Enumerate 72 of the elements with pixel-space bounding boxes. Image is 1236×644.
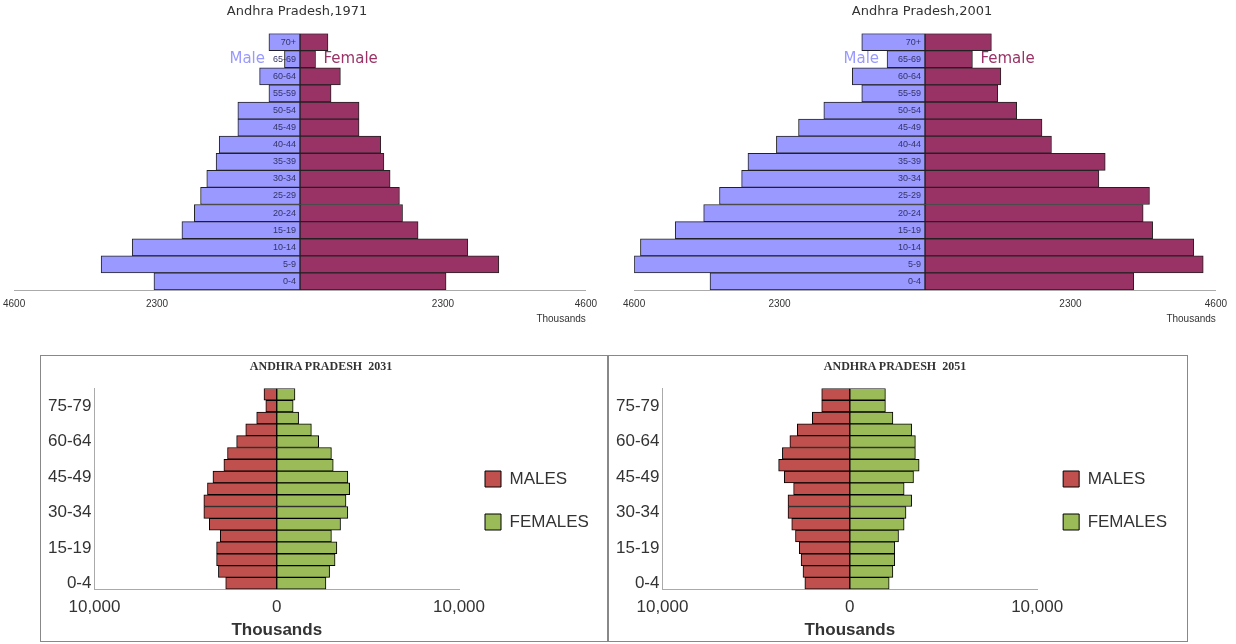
x-tick-label: 10,000 bbox=[1011, 597, 1064, 617]
chart-title: Andhra Pradesh,2001 bbox=[851, 3, 993, 19]
y-tick-label: 45-49 bbox=[272, 122, 296, 133]
x-axis-title: Thousands bbox=[536, 312, 586, 324]
y-tick-label: 45-49 bbox=[48, 466, 92, 486]
x-tick-label: 4600 bbox=[1204, 297, 1228, 309]
y-tick-label: 35-39 bbox=[897, 156, 921, 167]
series-label: Male bbox=[843, 49, 880, 68]
y-tick-label: 55-59 bbox=[272, 87, 296, 98]
y-tick-label: 75-79 bbox=[48, 395, 92, 415]
x-axis-title: Thousands bbox=[804, 620, 896, 640]
y-tick-label: 70+ bbox=[905, 36, 921, 47]
legend-label: FEMALES bbox=[1087, 511, 1167, 531]
y-tick-label: 10-14 bbox=[897, 241, 921, 252]
y-tick-label: 50-54 bbox=[272, 105, 296, 115]
y-tick-label: 65-69 bbox=[272, 53, 296, 64]
x-tick-label: 0 bbox=[272, 597, 282, 617]
x-tick-label: 4600 bbox=[3, 297, 26, 309]
y-tick-label: 70+ bbox=[280, 36, 296, 47]
chart-title: Andhra Pradesh,1971 bbox=[226, 3, 368, 19]
y-tick-label: 15-19 bbox=[272, 224, 296, 235]
y-tick-label: 20-24 bbox=[897, 207, 921, 218]
y-tick-label: 15-19 bbox=[897, 224, 921, 235]
x-tick-label: 2300 bbox=[431, 297, 455, 309]
y-tick-label: 60-64 bbox=[897, 70, 921, 81]
x-tick-label: 10,000 bbox=[636, 597, 689, 617]
y-tick-label: 30-34 bbox=[272, 173, 296, 184]
x-tick-label: 0 bbox=[845, 597, 855, 617]
chart-title: ANDHRA PRADESH 2051 bbox=[823, 359, 967, 374]
y-tick-label: 0-4 bbox=[282, 275, 296, 286]
y-tick-label: 35-39 bbox=[272, 156, 296, 167]
y-tick-label: 10-14 bbox=[272, 241, 296, 252]
x-tick-label: 2300 bbox=[1059, 297, 1082, 309]
y-tick-label: 30-34 bbox=[48, 502, 92, 522]
y-tick-label: 65-69 bbox=[897, 53, 921, 64]
chart-title: ANDHRA PRADESH 2031 bbox=[249, 359, 393, 374]
y-tick-label: 45-49 bbox=[616, 466, 660, 486]
y-tick-label: 60-64 bbox=[48, 431, 92, 451]
y-tick-label: 5-9 bbox=[907, 258, 921, 269]
legend-label: FEMALES bbox=[509, 511, 589, 531]
legend-label: MALES bbox=[509, 468, 568, 488]
y-tick-label: 5-9 bbox=[282, 258, 296, 269]
y-tick-label: 55-59 bbox=[897, 87, 921, 98]
y-tick-label: 50-54 bbox=[897, 105, 921, 115]
x-axis-title: Thousands bbox=[1166, 312, 1216, 324]
y-tick-label: 0-4 bbox=[907, 275, 921, 286]
y-tick-label: 0-4 bbox=[66, 572, 92, 592]
y-tick-label: 25-29 bbox=[272, 190, 296, 201]
series-label: Male bbox=[229, 49, 265, 68]
y-tick-label: 60-64 bbox=[616, 431, 660, 451]
y-tick-label: 60-64 bbox=[272, 70, 296, 81]
y-tick-label: 15-19 bbox=[616, 537, 660, 557]
x-tick-label: 10,000 bbox=[433, 597, 485, 617]
y-tick-label: 0-4 bbox=[634, 572, 660, 592]
x-axis-title: Thousands bbox=[231, 620, 323, 640]
y-tick-label: 15-19 bbox=[48, 537, 92, 557]
series-label: Female bbox=[323, 49, 378, 68]
x-tick-label: 4600 bbox=[623, 297, 646, 309]
x-tick-label: 2300 bbox=[768, 297, 792, 309]
x-tick-label: 2300 bbox=[145, 297, 169, 309]
y-tick-label: 30-34 bbox=[897, 173, 921, 184]
y-tick-label: 30-34 bbox=[616, 502, 660, 522]
y-tick-label: 40-44 bbox=[897, 139, 921, 150]
x-tick-label: 10,000 bbox=[68, 597, 121, 617]
y-tick-label: 25-29 bbox=[897, 190, 921, 201]
y-tick-label: 40-44 bbox=[272, 139, 296, 150]
y-tick-label: 20-24 bbox=[272, 207, 296, 218]
y-tick-label: 45-49 bbox=[897, 122, 921, 133]
series-label: Female bbox=[980, 49, 1035, 68]
x-tick-label: 4600 bbox=[574, 297, 598, 309]
y-tick-label: 75-79 bbox=[616, 395, 660, 415]
legend-label: MALES bbox=[1087, 468, 1146, 488]
